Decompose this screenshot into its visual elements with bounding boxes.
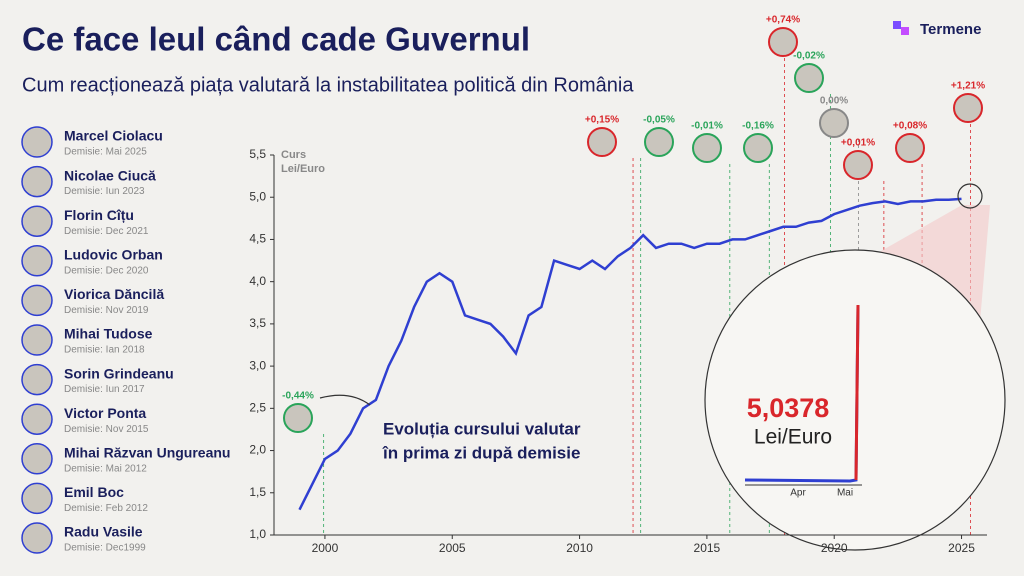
x-tick-label: 2010 [566,541,593,555]
title: Ce face leul când cade Guvernul [22,21,530,58]
avatar [21,126,53,158]
person-resigned: Demisie: Iun 2023 [64,186,145,197]
person-resigned: Demisie: Dec1999 [64,543,146,554]
event-avatar [895,133,925,163]
person-resigned: Demisie: Mai 2012 [64,463,147,474]
y-tick-label: 2,5 [249,401,266,415]
inset-tick: Apr [790,488,806,499]
inset-value: 5,0378 [747,393,830,423]
person-resigned: Demisie: Iun 2017 [64,384,145,395]
person-resigned: Demisie: Feb 2012 [64,503,148,514]
person-name: Florin Cîțu [64,207,134,223]
person-resigned: Demisie: Dec 2021 [64,226,149,237]
x-tick-label: 2015 [694,541,721,555]
y-label: Curs [281,149,306,161]
event-avatar [953,93,983,123]
event-change: +0,15% [585,115,619,126]
y-tick-label: 5,0 [249,189,266,203]
event-change: +0,74% [766,15,800,26]
person-resigned: Demisie: Ian 2018 [64,345,145,356]
annotation-arrow [319,394,371,406]
person-resigned: Demisie: Dec 2020 [64,265,149,276]
zoom-marker [957,183,983,209]
person-name: Viorica Dăncilă [64,286,164,302]
event-change: -0,05% [643,115,675,126]
inset-unit: Lei/Euro [754,426,832,449]
avatar [21,443,53,475]
person-name: Nicolae Ciucă [64,167,156,183]
y-tick-label: 4,5 [249,232,266,246]
inset-circle [704,249,1006,551]
x-tick-label: 2025 [948,541,975,555]
event-avatar [819,108,849,138]
avatar [21,165,53,198]
event-avatar [283,403,313,433]
event-change: -0,02% [793,51,825,62]
y-tick-label: 2,0 [249,443,266,457]
event-change: -0,16% [742,121,774,132]
y-tick-label: 1,5 [249,485,266,499]
avatar [21,284,53,317]
avatar [21,522,53,554]
avatar [21,245,53,277]
avatar [21,482,53,515]
avatar [21,403,53,435]
person-name: Radu Vasile [64,524,143,540]
y-label: Lei/Euro [281,163,325,175]
event-change: -0,01% [691,121,723,132]
x-tick-label: 2020 [821,541,848,555]
subtitle: Cum reacționează piața valutară la insta… [22,74,634,96]
x-tick-label: 2000 [312,541,339,555]
person-name: Emil Boc [64,484,124,500]
event-change: +0,08% [893,121,927,132]
event-change: 0,00% [820,96,848,107]
person-resigned: Demisie: Nov 2015 [64,424,149,435]
event-change: -0,44% [282,391,314,402]
x-tick-label: 2005 [439,541,466,555]
event-avatar [843,150,873,180]
event-avatar [644,127,674,157]
person-name: Victor Ponta [64,405,146,421]
y-tick-label: 4,0 [249,274,266,288]
person-name: Mihai Tudose [64,326,153,342]
person-name: Marcel Ciolacu [64,128,163,144]
person-resigned: Demisie: Nov 2019 [64,305,149,316]
person-name: Mihai Răzvan Ungureanu [64,445,230,461]
inset-spike [854,304,860,481]
event-avatar [743,133,773,163]
person-name: Sorin Grindeanu [64,365,174,381]
event-change: +0,01% [841,138,875,149]
y-tick-label: 5,5 [249,147,266,161]
brand: Termene [920,21,981,38]
event-avatar [794,63,824,93]
event-avatar [692,133,722,163]
y-tick-label: 1,0 [249,527,266,541]
y-tick-label: 3,5 [249,316,266,330]
annotation: în prima zi după demisie [382,443,580,462]
annotation: Evoluția cursului valutar [383,419,581,438]
logo [901,27,909,35]
avatar [21,363,53,396]
inset-tick: Mai [837,488,853,499]
avatar [21,324,53,356]
event-avatar [587,127,617,157]
event-change: +1,21% [951,81,985,92]
person-name: Ludovic Orban [64,247,163,263]
event-avatar [768,27,798,57]
line [298,197,962,511]
person-resigned: Demisie: Mai 2025 [64,147,147,158]
y-tick-label: 3,0 [249,358,266,372]
logo [893,21,901,29]
avatar [21,205,53,237]
